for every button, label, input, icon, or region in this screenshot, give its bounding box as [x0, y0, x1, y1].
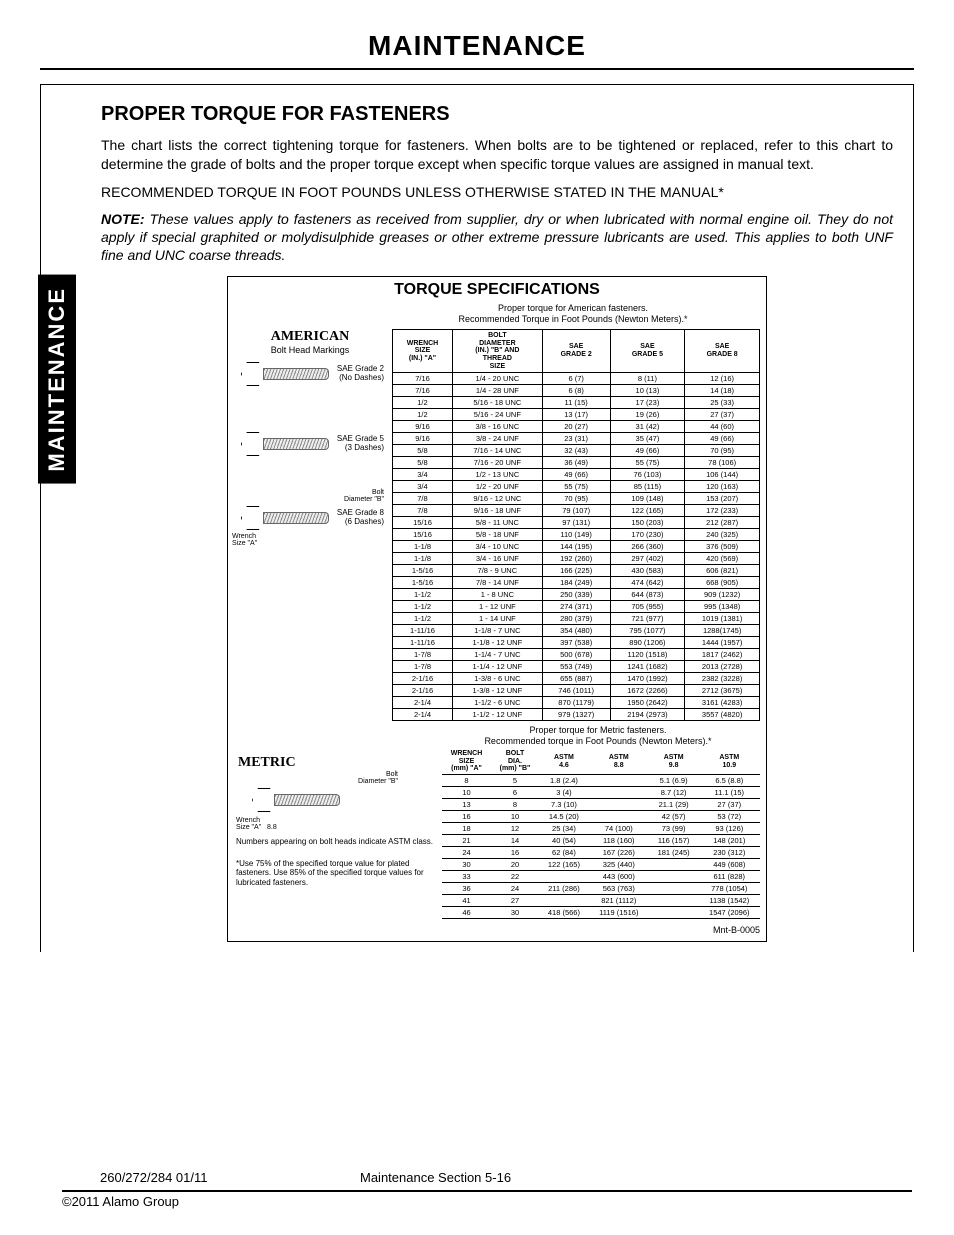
note-body: These values apply to fasteners as recei…: [101, 211, 893, 263]
metric-subtitle: Proper torque for Metric fasteners.Recom…: [228, 721, 766, 749]
table-row: 1-1/21 - 12 UNF274 (371)705 (955)995 (13…: [393, 601, 760, 613]
table-row: 5/87/16 - 20 UNF36 (49)55 (75)78 (106): [393, 457, 760, 469]
table-header: WRENCHSIZE(IN.) "A": [393, 329, 453, 372]
table-row: 1387.3 (10)21.1 (29)27 (37): [442, 799, 760, 811]
table-header: SAEGRADE 2: [542, 329, 610, 372]
table-header: ASTM10.9: [699, 749, 760, 775]
table-row: 1-11/161-1/8 - 7 UNC354 (480)795 (1077)1…: [393, 625, 760, 637]
footer-left: 260/272/284 01/11: [100, 1170, 340, 1185]
footer-row: 260/272/284 01/11 Maintenance Section 5-…: [100, 1170, 914, 1185]
american-legend: AMERICAN Bolt Head Markings SAE Grade 2(…: [232, 329, 388, 721]
table-row: 3/41/2 - 20 UNF55 (75)85 (115)120 (163): [393, 481, 760, 493]
table-row: 1-11/161-1/8 - 12 UNF397 (538)890 (1206)…: [393, 637, 760, 649]
table-header: WRENCHSIZE(mm) "A": [442, 749, 491, 775]
table-row: 851.8 (2.4)5.1 (6.9)6.5 (8.8): [442, 775, 760, 787]
recommended-line: RECOMMENDED TORQUE IN FOOT POUNDS UNLESS…: [101, 184, 893, 200]
content-frame: PROPER TORQUE FOR FASTENERS The chart li…: [40, 84, 914, 952]
table-row: 1-1/83/4 - 16 UNF192 (260)297 (402)420 (…: [393, 553, 760, 565]
side-tab-maintenance: MAINTENANCE: [38, 275, 76, 484]
table-row: 3020122 (165)325 (440)449 (608): [442, 859, 760, 871]
table-row: 9/163/8 - 24 UNF23 (31)35 (47)49 (66): [393, 433, 760, 445]
footer-center: Maintenance Section 5-16: [340, 1170, 914, 1185]
table-header: BOLTDIAMETER(IN.) "B" ANDTHREADSIZE: [452, 329, 542, 372]
table-header: SAEGRADE 8: [685, 329, 760, 372]
bolt-head-markings-label: Bolt Head Markings: [232, 345, 388, 355]
table-row: 5/87/16 - 14 UNC32 (43)49 (66)70 (95): [393, 445, 760, 457]
bolt-grade8-row: BoltDiameter "B" SAE Grade 8(6 Dashes) W…: [232, 489, 388, 547]
metric-legend: METRIC BoltDiameter "B" WrenchSize "A" 8…: [232, 749, 438, 919]
mnt-code: Mnt-B-0005: [228, 923, 766, 937]
table-row: 3322443 (600)611 (828): [442, 871, 760, 883]
intro-paragraph: The chart lists the correct tightening t…: [101, 136, 893, 174]
table-row: 7/161/4 - 28 UNF6 (8)10 (13)14 (18): [393, 385, 760, 397]
table-row: 161014.5 (20)42 (57)53 (72): [442, 811, 760, 823]
table-row: 1-7/81-1/4 - 12 UNF553 (749)1241 (1682)2…: [393, 661, 760, 673]
bolt-grade2: SAE Grade 2(No Dashes): [232, 359, 388, 389]
metric-head: METRIC: [232, 755, 438, 771]
torque-spec-box: TORQUE SPECIFICATIONS Proper torque for …: [227, 276, 767, 942]
table-row: 1-1/21 - 8 UNC250 (339)644 (873)909 (123…: [393, 589, 760, 601]
table-row: 3624211 (286)563 (763)778 (1054): [442, 883, 760, 895]
section-heading: PROPER TORQUE FOR FASTENERS: [101, 103, 893, 126]
table-header: SAEGRADE 5: [610, 329, 685, 372]
table-row: 2-1/41-1/2 - 12 UNF979 (1327)2194 (2973)…: [393, 709, 760, 721]
table-row: 9/163/8 - 16 UNC20 (27)31 (42)44 (60): [393, 421, 760, 433]
table-row: 1-1/83/4 - 10 UNC144 (195)266 (360)376 (…: [393, 541, 760, 553]
table-row: 7/89/16 - 12 UNC70 (95)109 (148)153 (207…: [393, 493, 760, 505]
page-title: MAINTENANCE: [40, 30, 914, 70]
note-label: NOTE:: [101, 211, 145, 227]
table-row: 1-5/167/8 - 14 UNF184 (249)474 (642)668 …: [393, 577, 760, 589]
table-row: 2-1/41-1/2 - 6 UNC870 (1179)1950 (2642)3…: [393, 697, 760, 709]
metric-note2: *Use 75% of the specified torque value f…: [232, 857, 438, 890]
table-row: 1-1/21 - 14 UNF280 (379)721 (977)1019 (1…: [393, 613, 760, 625]
metric-note1: Numbers appearing on bolt heads indicate…: [232, 835, 438, 849]
table-row: 4127821 (1112)1138 (1542): [442, 895, 760, 907]
metric-torque-table: WRENCHSIZE(mm) "A"BOLTDIA.(mm) "B"ASTM4.…: [442, 749, 760, 919]
spec-title: TORQUE SPECIFICATIONS: [228, 277, 766, 303]
footer-copyright: ©2011 Alamo Group: [62, 1190, 912, 1209]
table-row: 1/25/16 - 24 UNF13 (17)19 (26)27 (37): [393, 409, 760, 421]
table-row: 1-5/167/8 - 9 UNC166 (225)430 (583)606 (…: [393, 565, 760, 577]
table-row: 211440 (54)118 (160)116 (157)148 (201): [442, 835, 760, 847]
table-header: ASTM8.8: [589, 749, 649, 775]
american-head: AMERICAN: [232, 329, 388, 345]
american-torque-table: WRENCHSIZE(IN.) "A"BOLTDIAMETER(IN.) "B"…: [392, 329, 760, 721]
table-row: 7/161/4 - 20 UNC6 (7)8 (11)12 (16): [393, 373, 760, 385]
table-row: 1-7/81-1/4 - 7 UNC500 (678)1120 (1518)18…: [393, 649, 760, 661]
note-paragraph: NOTE: These values apply to fasteners as…: [101, 210, 893, 265]
table-row: 2-1/161-3/8 - 6 UNC655 (887)1470 (1992)2…: [393, 673, 760, 685]
table-row: 15/165/8 - 11 UNC97 (131)150 (203)212 (2…: [393, 517, 760, 529]
table-row: 1063 (4)8.7 (12)11.1 (15): [442, 787, 760, 799]
table-header: BOLTDIA.(mm) "B": [491, 749, 539, 775]
table-row: 241662 (84)167 (226)181 (245)230 (312): [442, 847, 760, 859]
table-row: 7/89/16 - 18 UNF79 (107)122 (165)172 (23…: [393, 505, 760, 517]
spec-subtitle: Proper torque for American fasteners.Rec…: [228, 303, 766, 329]
table-row: 3/41/2 - 13 UNC49 (66)76 (103)106 (144): [393, 469, 760, 481]
table-row: 2-1/161-3/8 - 12 UNF746 (1011)1672 (2266…: [393, 685, 760, 697]
table-row: 181225 (34)74 (100)73 (99)93 (126): [442, 823, 760, 835]
table-header: ASTM4.6: [539, 749, 589, 775]
table-row: 15/165/8 - 18 UNF110 (149)170 (230)240 (…: [393, 529, 760, 541]
table-row: 4630418 (566)1119 (1516)1547 (2096): [442, 907, 760, 919]
table-header: ASTM9.8: [649, 749, 699, 775]
table-row: 1/25/16 - 18 UNC11 (15)17 (23)25 (33): [393, 397, 760, 409]
bolt-grade5: SAE Grade 5(3 Dashes): [232, 429, 388, 459]
